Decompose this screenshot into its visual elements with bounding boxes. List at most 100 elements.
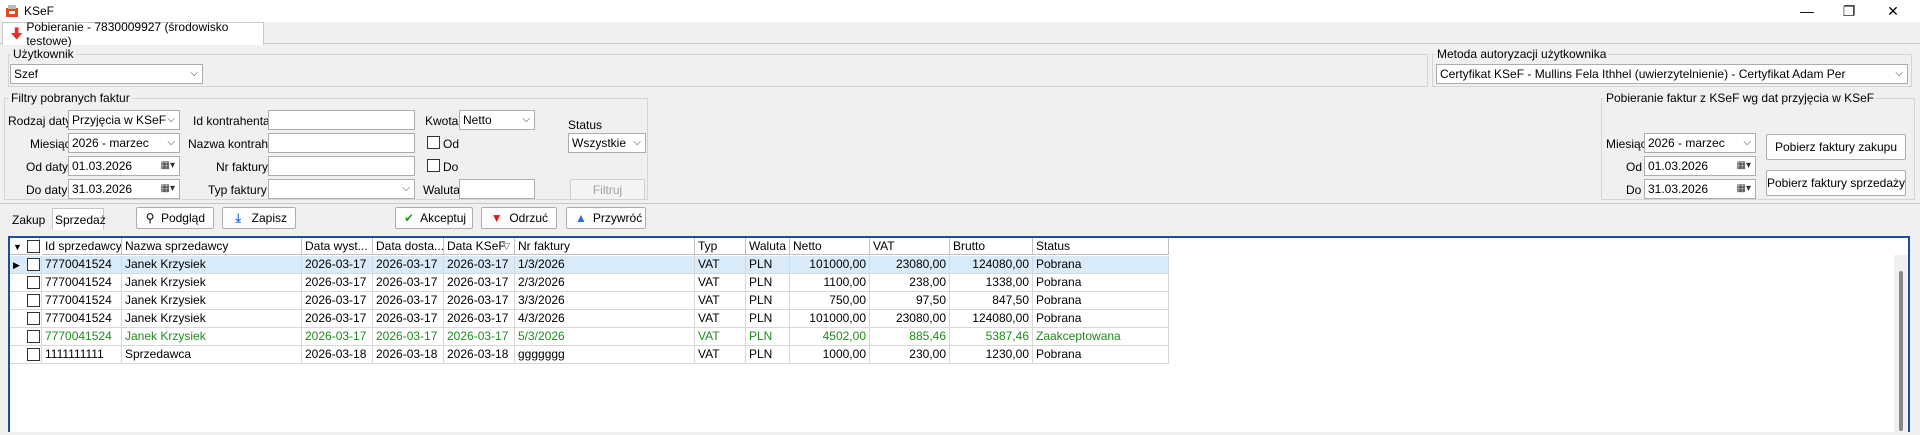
fetch-to-picker[interactable]: 31.03.2026 ▦▾ [1644, 179, 1756, 199]
date-type-value: Przyjęcia w KSeF [72, 113, 167, 127]
column-header-gross[interactable]: Brutto [950, 238, 1033, 255]
row-checkbox[interactable] [27, 312, 40, 325]
month-select[interactable]: 2026 - marzec ⌵ [68, 133, 180, 153]
amount-from-checkbox[interactable] [427, 136, 440, 149]
contractor-id-input[interactable] [268, 110, 415, 130]
cell-ksef-date: 2026-03-17 [444, 310, 515, 328]
preview-button[interactable]: ⚲ Podgląd [136, 207, 214, 229]
column-menu-icon: ▼ [13, 242, 22, 252]
scrollbar-thumb[interactable] [1899, 271, 1903, 431]
status-label: Status [568, 118, 603, 132]
auth-group [1432, 54, 1912, 87]
contractor-name-input[interactable] [268, 133, 415, 153]
tab-sales-box[interactable] [52, 208, 104, 230]
status-select[interactable]: Wszystkie ⌵ [568, 133, 646, 153]
cell-delivery-date: 2026-03-18 [373, 346, 444, 364]
row-checkbox[interactable] [27, 276, 40, 289]
document-tab[interactable]: Pobieranie - 7830009927 (środowisko test… [2, 20, 264, 48]
invoice-grid[interactable]: ▼ Id sprzedawcy Nazwa sprzedawcy Data wy… [8, 236, 1910, 435]
date-type-label: Rodzaj daty [8, 114, 72, 128]
column-header-currency[interactable]: Waluta [746, 238, 790, 255]
auth-method-value: Certyfikat KSeF - Mullins Fela Ithhel (u… [1440, 67, 1846, 81]
cell-net: 1100,00 [790, 274, 870, 292]
cell-seller-name: Janek Krzysiek [122, 274, 302, 292]
amount-to-checkbox[interactable] [427, 159, 440, 172]
date-from-label: Od daty [26, 160, 69, 174]
cell-seller-id: 7770041524 [42, 328, 122, 346]
column-header-invoice-number[interactable]: Nr faktury [515, 238, 695, 255]
user-group-title: Użytkownik [11, 47, 76, 61]
tab-sales[interactable]: Sprzedaż [55, 213, 106, 227]
title-bar [0, 0, 1920, 22]
preview-label: Podgląd [160, 211, 205, 225]
column-header-type[interactable]: Typ [695, 238, 746, 255]
download-arrow-icon [11, 27, 23, 40]
amount-to-label: Do [443, 160, 459, 174]
cell-net: 4502,00 [790, 328, 870, 346]
cell-ksef-date: 2026-03-17 [444, 328, 515, 346]
column-header-seller-name[interactable]: Nazwa sprzedawcy [122, 238, 302, 255]
fetch-month-value: 2026 - marzec [1648, 136, 1725, 150]
row-checkbox[interactable] [27, 294, 40, 307]
row-indicator[interactable] [10, 328, 42, 346]
save-button[interactable]: ⤓ Zapisz [222, 207, 296, 229]
cell-seller-name: Sprzedawca [122, 346, 302, 364]
column-header-seller-id[interactable]: Id sprzedawcy [42, 238, 122, 255]
fetch-sales-invoices-button[interactable]: Pobierz faktury sprzedaży [1766, 170, 1906, 196]
restore-button[interactable]: ▲ Przywróć [566, 207, 646, 229]
row-indicator[interactable] [10, 274, 42, 292]
accept-button[interactable]: ✔ Akceptuj [395, 207, 473, 229]
column-header-ksef-date[interactable]: Data KSeF ▽ [444, 238, 515, 255]
maximize-button[interactable]: ❐ [1826, 0, 1872, 22]
user-select[interactable]: Szef ⌵ [10, 64, 203, 84]
tab-purchase[interactable]: Zakup [12, 213, 46, 227]
separator [0, 203, 1920, 204]
invoice-number-input[interactable] [268, 156, 415, 176]
row-checkbox[interactable] [27, 258, 40, 271]
row-checkbox[interactable] [27, 330, 40, 343]
fetch-month-select[interactable]: 2026 - marzec ⌵ [1644, 133, 1756, 153]
row-indicator[interactable] [10, 346, 42, 364]
date-type-select[interactable]: Przyjęcia w KSeF ⌵ [68, 110, 180, 130]
currency-input[interactable] [459, 179, 535, 199]
fetch-from-picker[interactable]: 01.03.2026 ▦▾ [1644, 156, 1756, 176]
date-from-picker[interactable]: 01.03.2026 ▦▾ [68, 156, 180, 176]
cell-type: VAT [695, 292, 746, 310]
reject-button[interactable]: ▼ Odrzuć [481, 207, 557, 229]
cell-currency: PLN [746, 292, 790, 310]
column-header-net[interactable]: Netto [790, 238, 870, 255]
column-header-delivery-date[interactable]: Data dosta... [373, 238, 444, 255]
row-indicator[interactable] [10, 292, 42, 310]
save-down-icon: ⤓ [235, 210, 241, 225]
invoice-type-select[interactable]: ⌵ [268, 179, 415, 199]
cell-status: Pobrana [1033, 310, 1169, 328]
auth-method-select[interactable]: Certyfikat KSeF - Mullins Fela Ithhel (u… [1436, 64, 1908, 84]
cell-ksef-date: 2026-03-17 [444, 274, 515, 292]
amount-type-select[interactable]: Netto ⌵ [459, 110, 535, 130]
vertical-scrollbar[interactable] [1894, 255, 1908, 435]
minimize-button[interactable]: — [1784, 0, 1830, 22]
month-value: 2026 - marzec [72, 136, 149, 150]
close-button[interactable]: ✕ [1870, 0, 1916, 22]
cell-delivery-date: 2026-03-17 [373, 256, 444, 274]
date-to-picker[interactable]: 31.03.2026 ▦▾ [68, 179, 180, 199]
cell-type: VAT [695, 346, 746, 364]
filter-button[interactable]: Filtruj [570, 179, 645, 200]
cell-ksef-date: 2026-03-17 [444, 256, 515, 274]
column-header-vat[interactable]: VAT [870, 238, 950, 255]
cell-gross: 5387,46 [950, 328, 1033, 346]
column-header-status[interactable]: Status [1033, 238, 1169, 255]
cell-seller-id: 7770041524 [42, 292, 122, 310]
contractor-name-label: Nazwa kontrah. [188, 137, 272, 151]
cell-seller-name: Janek Krzysiek [122, 256, 302, 274]
select-all-checkbox[interactable] [27, 240, 40, 253]
fetch-purchase-invoices-button[interactable]: Pobierz faktury zakupu [1766, 134, 1906, 160]
cell-status: Pobrana [1033, 256, 1169, 274]
cell-delivery-date: 2026-03-17 [373, 292, 444, 310]
cell-status: Pobrana [1033, 292, 1169, 310]
status-value: Wszystkie [572, 136, 626, 150]
row-indicator[interactable] [10, 310, 42, 328]
row-checkbox[interactable] [27, 348, 40, 361]
column-header-issue-date[interactable]: Data wyst... [302, 238, 373, 255]
window-title: KSeF [24, 4, 55, 18]
